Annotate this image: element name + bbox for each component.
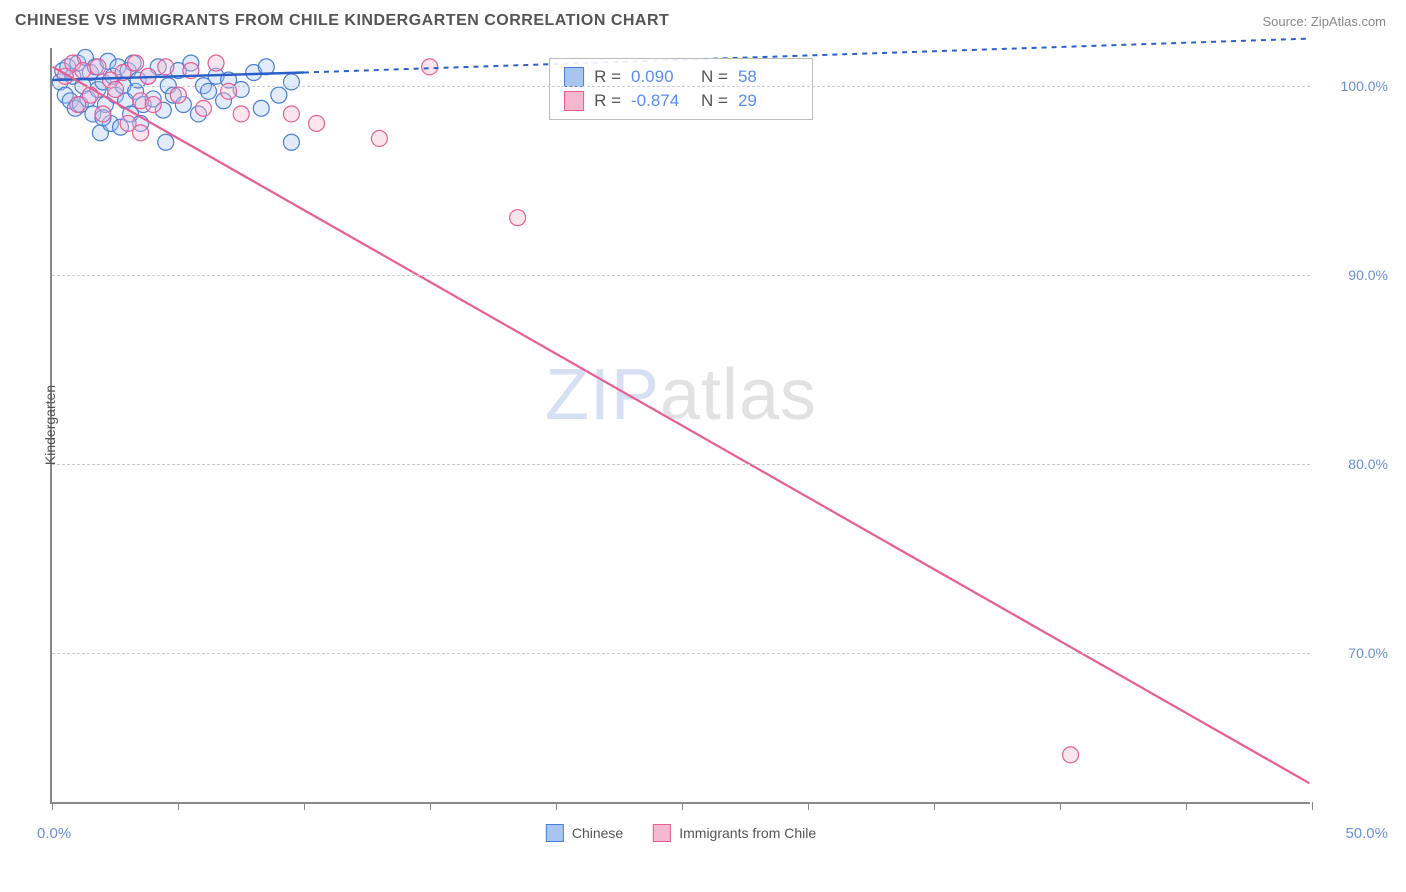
y-tick-label: 90.0% xyxy=(1348,267,1388,283)
legend-item: Immigrants from Chile xyxy=(653,824,816,842)
scatter-point xyxy=(510,210,526,226)
x-axis-min-label: 0.0% xyxy=(37,825,71,842)
y-tick-label: 70.0% xyxy=(1348,645,1388,661)
chart-title: CHINESE VS IMMIGRANTS FROM CHILE KINDERG… xyxy=(15,12,669,30)
scatter-point xyxy=(95,106,111,122)
scatter-point xyxy=(208,55,224,71)
legend-swatch xyxy=(546,824,564,842)
scatter-point xyxy=(1063,747,1079,763)
stats-n-value: 58 xyxy=(738,67,798,87)
scatter-point xyxy=(283,134,299,150)
stats-row: R = -0.874 N = 29 xyxy=(564,89,798,113)
stats-r-value: 0.090 xyxy=(631,67,691,87)
stats-n-label: N = xyxy=(701,91,728,111)
stats-n-value: 29 xyxy=(738,91,798,111)
scatter-point xyxy=(283,74,299,90)
x-tick xyxy=(1186,802,1187,810)
scatter-point xyxy=(128,55,144,71)
x-tick xyxy=(1312,802,1313,810)
scatter-point xyxy=(195,100,211,116)
stats-r-label: R = xyxy=(594,67,621,87)
y-tick-label: 100.0% xyxy=(1341,78,1388,94)
scatter-point xyxy=(309,115,325,131)
scatter-point xyxy=(170,87,186,103)
y-axis-label: Kindergarten xyxy=(42,385,58,465)
x-tick xyxy=(1060,802,1061,810)
chart-source: Source: ZipAtlas.com xyxy=(1262,14,1386,29)
y-tick-label: 80.0% xyxy=(1348,456,1388,472)
x-tick xyxy=(430,802,431,810)
stats-swatch xyxy=(564,67,584,87)
scatter-point xyxy=(90,59,106,75)
legend-item: Chinese xyxy=(546,824,623,842)
scatter-point xyxy=(158,134,174,150)
stats-box: R = 0.090 N = 58 R = -0.874 N = 29 xyxy=(549,58,813,120)
gridline-h xyxy=(52,275,1310,276)
chart-header: CHINESE VS IMMIGRANTS FROM CHILE KINDERG… xyxy=(0,0,1406,38)
scatter-point xyxy=(271,87,287,103)
stats-r-label: R = xyxy=(594,91,621,111)
scatter-point xyxy=(133,125,149,141)
legend-label: Immigrants from Chile xyxy=(679,825,816,841)
scatter-point xyxy=(422,59,438,75)
x-tick xyxy=(682,802,683,810)
chart-plot-area: ZIPatlas Kindergarten 0.0% 50.0% R = 0.0… xyxy=(50,48,1310,804)
scatter-point xyxy=(75,63,91,79)
stats-n-label: N = xyxy=(701,67,728,87)
gridline-h xyxy=(52,86,1310,87)
x-tick xyxy=(52,802,53,810)
stats-r-value: -0.874 xyxy=(631,91,691,111)
x-tick xyxy=(556,802,557,810)
scatter-point xyxy=(283,106,299,122)
gridline-h xyxy=(52,653,1310,654)
scatter-point xyxy=(253,100,269,116)
legend-swatch xyxy=(653,824,671,842)
x-tick xyxy=(178,802,179,810)
gridline-h xyxy=(52,464,1310,465)
trendline-solid xyxy=(53,67,1310,783)
scatter-point xyxy=(371,131,387,147)
scatter-point xyxy=(108,81,124,97)
x-tick xyxy=(934,802,935,810)
legend-label: Chinese xyxy=(572,825,623,841)
x-axis-max-label: 50.0% xyxy=(1345,825,1388,842)
scatter-svg xyxy=(52,48,1310,802)
x-tick xyxy=(304,802,305,810)
scatter-point xyxy=(145,97,161,113)
x-tick xyxy=(808,802,809,810)
scatter-point xyxy=(233,106,249,122)
legend-bottom: Chinese Immigrants from Chile xyxy=(546,824,816,842)
stats-swatch xyxy=(564,91,584,111)
scatter-point xyxy=(158,59,174,75)
